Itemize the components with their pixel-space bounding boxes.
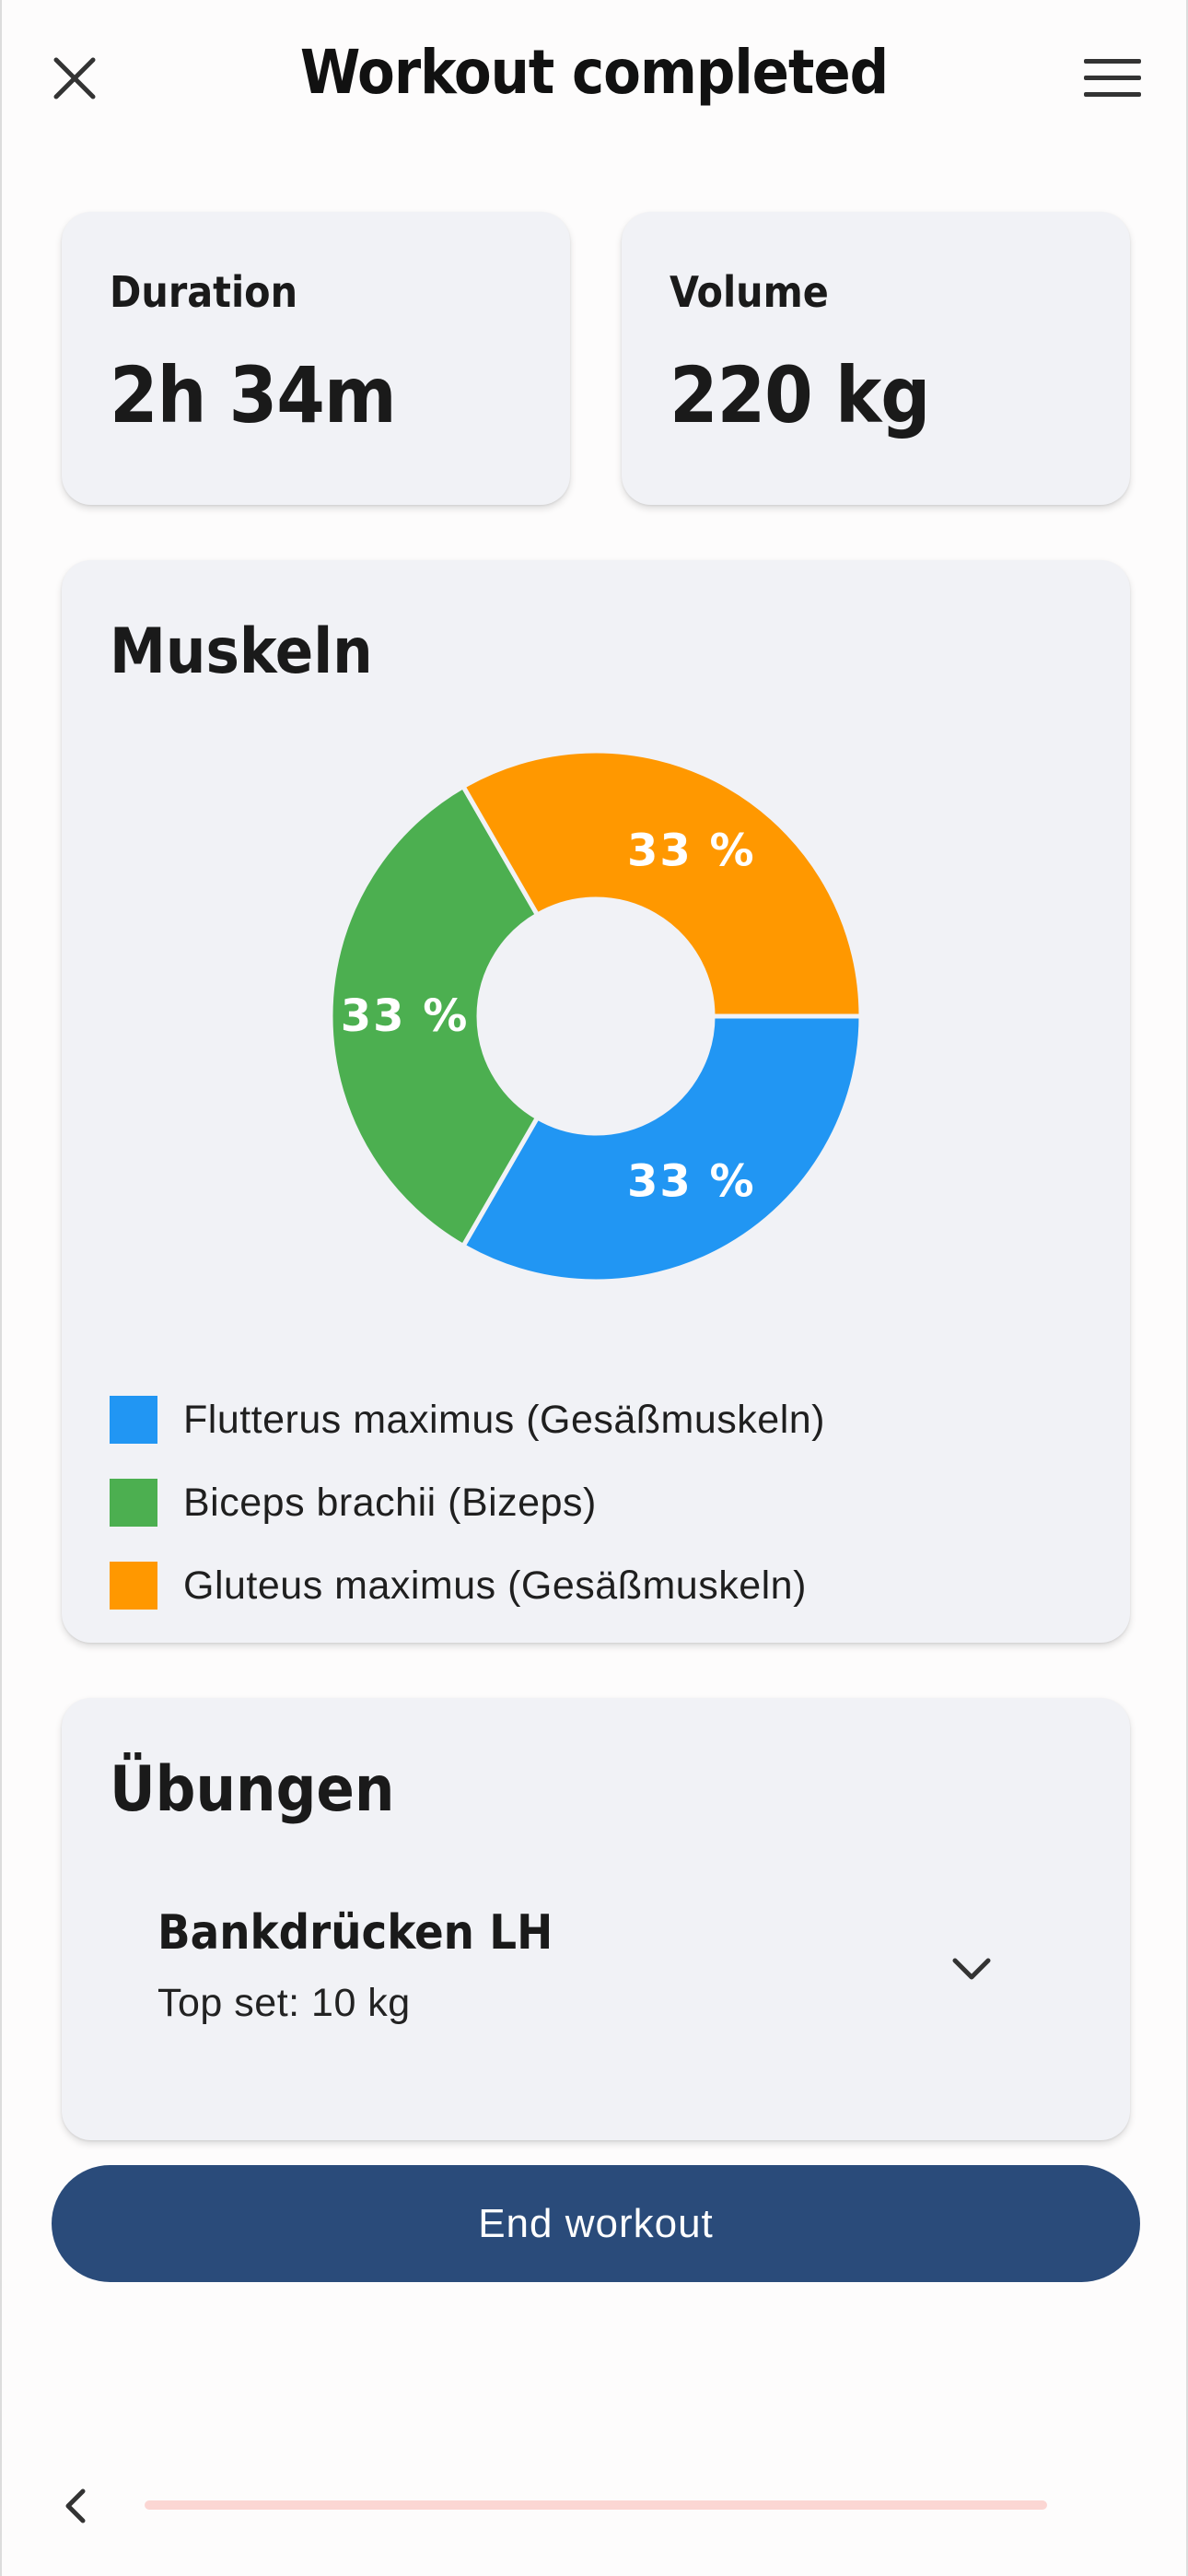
header-bar: Workout completed xyxy=(2,0,1186,157)
volume-value: 220 kg xyxy=(670,350,930,440)
duration-label: Duration xyxy=(110,267,298,317)
legend-label: Gluteus maximus (Gesäßmuskeln) xyxy=(183,1563,807,1608)
page-title: Workout completed xyxy=(299,37,889,108)
donut-slice xyxy=(460,749,863,1019)
duration-card: Duration 2h 34m xyxy=(62,212,570,505)
chevron-left-icon[interactable] xyxy=(48,2478,103,2534)
legend-item: Biceps brachii (Bizeps) xyxy=(110,1461,825,1544)
hamburger-menu-icon xyxy=(1084,59,1141,97)
legend-label: Flutterus maximus (Gesäßmuskeln) xyxy=(183,1397,825,1442)
muscles-card: Muskeln 33 % 33 % 33 % Flutterus maximus (… xyxy=(62,560,1130,1643)
volume-label: Volume xyxy=(670,267,829,317)
slice-data-label: 33 % xyxy=(341,990,470,1042)
close-icon xyxy=(53,57,96,100)
volume-card: Volume 220 kg xyxy=(622,212,1130,505)
legend-swatch xyxy=(110,1479,157,1527)
duration-value: 2h 34m xyxy=(110,350,397,440)
menu-button[interactable] xyxy=(1076,46,1149,111)
donut-slice xyxy=(460,1013,863,1283)
page-progress-bar xyxy=(145,2500,1047,2510)
exercises-card: Übungen Bankdrücken LH Top set: 10 kg xyxy=(62,1698,1130,2140)
exercises-title: Übungen xyxy=(110,1753,395,1826)
exercise-top-set: Top set: 10 kg xyxy=(157,1981,411,2025)
chart-legend: Flutterus maximus (Gesäßmuskeln) Biceps b… xyxy=(110,1378,825,1627)
slice-data-label: 33 % xyxy=(627,825,756,876)
legend-item: Gluteus maximus (Gesäßmuskeln) xyxy=(110,1544,825,1627)
exercise-name: Bankdrücken LH xyxy=(157,1905,553,1961)
close-button[interactable] xyxy=(42,46,107,111)
muscles-title: Muskeln xyxy=(110,615,373,688)
muscle-donut-chart: 33 % 33 % 33 % xyxy=(329,749,863,1283)
legend-item: Flutterus maximus (Gesäßmuskeln) xyxy=(110,1378,825,1461)
legend-swatch xyxy=(110,1396,157,1444)
exercise-item[interactable]: Bankdrücken LH Top set: 10 kg xyxy=(110,1905,1082,2053)
legend-label: Biceps brachii (Bizeps) xyxy=(183,1480,597,1525)
legend-swatch xyxy=(110,1562,157,1610)
donut-slice xyxy=(329,783,541,1249)
chevron-down-icon[interactable] xyxy=(944,1942,999,1997)
slice-data-label: 33 % xyxy=(627,1156,756,1208)
end-workout-button[interactable]: End workout xyxy=(52,2165,1140,2282)
